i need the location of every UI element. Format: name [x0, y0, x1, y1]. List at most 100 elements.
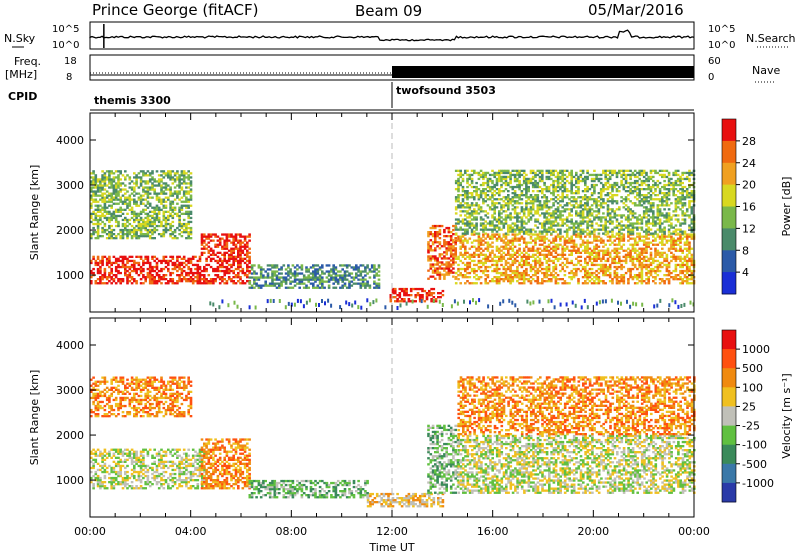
- echo-cell: [504, 169, 508, 172]
- echo-cell: [627, 247, 630, 250]
- echo-cell: [271, 266, 274, 269]
- echo-cell: [552, 249, 555, 252]
- echo-cell: [148, 220, 152, 224]
- echo-cell: [119, 208, 122, 211]
- echo-cell: [239, 249, 242, 252]
- echo-cell: [577, 188, 580, 191]
- echo-cell: [477, 259, 481, 263]
- echo-cell: [543, 247, 546, 250]
- echo-cell: [552, 216, 555, 219]
- echo-cell: [92, 172, 95, 175]
- echo-cell: [588, 206, 592, 209]
- echo-cell: [556, 181, 560, 185]
- echo-cell: [527, 233, 530, 236]
- echo-cell: [130, 188, 134, 191]
- echo-cell: [457, 269, 460, 273]
- echo-cell: [114, 210, 118, 213]
- echo-cell: [482, 249, 485, 252]
- echo-cell: [565, 169, 569, 172]
- echo-cell: [114, 237, 118, 240]
- echo-cell: [633, 247, 637, 250]
- echo-cell: [511, 198, 515, 201]
- echo-cell: [638, 265, 641, 269]
- echo-cell: [164, 259, 168, 263]
- echo-cell: [398, 300, 402, 303]
- echo-cell: [640, 247, 644, 250]
- echo-cell: [477, 194, 481, 197]
- echo-cell: [405, 287, 408, 291]
- echo-cell: [162, 231, 166, 234]
- echo-cell: [212, 251, 215, 254]
- echo-cell: [218, 257, 222, 260]
- echo-cell: [459, 247, 462, 250]
- echo-cell: [241, 267, 245, 271]
- echo-cell: [461, 220, 465, 223]
- echo-cell: [282, 264, 286, 267]
- echo-cell: [516, 216, 519, 219]
- echo-cell: [488, 237, 492, 240]
- echo-cell: [541, 280, 544, 283]
- echo-cell: [500, 206, 503, 209]
- echo-cell: [536, 282, 540, 285]
- echo-cell: [586, 224, 589, 227]
- echo-cell: [638, 239, 641, 242]
- echo-cell: [361, 280, 365, 283]
- echo-cell: [169, 176, 172, 179]
- echo-cell: [525, 179, 528, 183]
- echo-cell: [486, 181, 490, 185]
- echo-cell: [665, 239, 669, 242]
- echo-cell: [586, 269, 589, 273]
- echo-cell: [461, 188, 465, 191]
- echo-cell: [203, 245, 206, 248]
- echo-cell: [577, 196, 580, 199]
- echo-cell: [162, 192, 166, 195]
- echo-cell: [516, 228, 519, 231]
- echo-cell: [550, 206, 553, 209]
- echo-cell: [561, 210, 564, 213]
- echo-cell: [690, 269, 694, 273]
- echo-cell: [606, 259, 610, 263]
- echo-cell: [130, 259, 134, 263]
- echo-cell: [178, 178, 181, 181]
- echo-cell: [336, 278, 340, 281]
- echo-cell: [518, 169, 521, 172]
- echo-cell: [185, 222, 188, 226]
- echo-cell: [486, 249, 490, 252]
- echo-cell: [479, 259, 483, 263]
- echo-cell: [205, 247, 208, 250]
- echo-cell: [599, 237, 603, 240]
- echo-cell: [642, 235, 646, 238]
- echo-cell: [180, 263, 184, 267]
- echo-cell: [554, 200, 558, 203]
- echo-cell: [622, 185, 626, 189]
- echo-cell: [151, 178, 154, 181]
- echo-cell: [527, 257, 530, 260]
- echo-cell: [300, 264, 304, 267]
- echo-cell: [486, 183, 490, 187]
- echo-cell: [690, 247, 694, 250]
- echo-cell: [133, 226, 136, 230]
- echo-cell: [259, 272, 263, 275]
- echo-cell: [291, 274, 295, 277]
- echo-cell: [227, 278, 231, 281]
- echo-cell: [491, 214, 494, 217]
- echo-cell: [624, 257, 628, 260]
- echo-cell: [119, 210, 122, 213]
- echo-cell: [513, 228, 517, 231]
- echo-cell: [373, 282, 376, 285]
- echo-cell: [198, 274, 202, 277]
- echo-cell: [468, 255, 472, 258]
- echo-cell: [449, 239, 453, 242]
- echo-cell: [182, 170, 186, 173]
- echo-cell: [167, 184, 170, 187]
- echo-cell: [394, 296, 397, 299]
- echo-cell: [486, 212, 490, 215]
- echo-cell: [103, 231, 107, 234]
- echo-cell: [516, 200, 519, 203]
- echo-cell: [575, 185, 578, 189]
- echo-cell: [108, 265, 111, 269]
- echo-cell: [552, 183, 555, 187]
- echo-cell: [672, 278, 675, 281]
- echo-cell: [536, 200, 540, 203]
- echo-cell: [584, 251, 587, 254]
